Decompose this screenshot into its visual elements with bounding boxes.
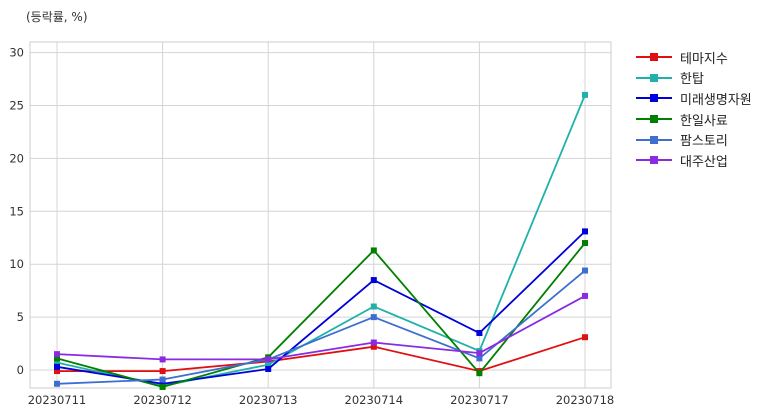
data-point	[54, 380, 60, 387]
legend-label: 한일사료	[680, 113, 728, 129]
y-tick-label: 20	[9, 151, 24, 165]
data-point	[582, 91, 588, 98]
y-tick-label: 0	[17, 363, 24, 377]
data-point	[370, 247, 377, 254]
data-point	[582, 334, 588, 341]
data-point	[582, 240, 588, 247]
data-point	[582, 228, 588, 235]
series-line-3	[56, 230, 586, 385]
data-point	[582, 267, 588, 274]
data-point	[54, 355, 60, 362]
series-line-2	[56, 94, 586, 387]
y-tick-label: 30	[9, 46, 24, 60]
y-tick-label: 25	[9, 98, 24, 112]
legend-label: 테마지수	[680, 51, 728, 67]
legend-item: 대주산업	[636, 150, 752, 171]
legend-label: 미래생명자원	[680, 92, 752, 108]
data-point	[370, 343, 377, 350]
legend-item: 미래생명자원	[636, 88, 752, 109]
x-tick-label: 20230714	[345, 393, 404, 407]
data-point	[159, 376, 166, 383]
data-point	[370, 314, 377, 321]
data-point	[265, 356, 272, 363]
plot-frame	[29, 41, 612, 389]
data-point	[476, 329, 483, 336]
series-line-6	[56, 295, 586, 361]
x-tick-label: 20230711	[28, 393, 87, 407]
data-point	[370, 339, 377, 346]
series-line-4	[56, 242, 586, 388]
unit-label: (등락률, %)	[26, 10, 88, 24]
legend-label: 대주산업	[680, 154, 728, 170]
x-tick-label: 20230712	[133, 393, 192, 407]
x-tick-label: 20230718	[556, 393, 615, 407]
x-tick-label: 20230717	[450, 393, 509, 407]
series-line-1	[57, 336, 586, 373]
y-tick-label: 5	[17, 310, 24, 324]
data-point	[370, 277, 377, 284]
x-tick-label: 20230713	[239, 393, 298, 407]
data-point	[54, 368, 60, 375]
data-point	[370, 303, 377, 310]
y-tick-label: 15	[9, 204, 24, 218]
data-point	[54, 351, 60, 358]
data-point	[159, 380, 166, 387]
legend-swatch	[636, 154, 672, 166]
data-point	[582, 292, 588, 299]
data-point	[476, 370, 483, 377]
legend-label: 팜스토리	[680, 134, 728, 150]
legend-swatch	[636, 134, 672, 146]
data-point	[54, 359, 60, 366]
legend-swatch	[636, 113, 672, 125]
data-point	[265, 365, 272, 372]
legend-item: 테마지수	[636, 47, 752, 68]
data-point	[159, 383, 166, 390]
legend-item: 팜스토리	[636, 129, 752, 150]
legend-item: 한일사료	[636, 109, 752, 130]
data-point	[159, 368, 166, 375]
data-point	[54, 363, 60, 370]
legend-swatch	[636, 51, 672, 63]
legend-swatch	[636, 72, 672, 84]
data-point	[265, 361, 272, 368]
data-point	[476, 350, 483, 357]
data-point	[159, 356, 166, 363]
legend-swatch	[636, 92, 672, 104]
y-tick-label: 10	[9, 257, 24, 271]
legend-item: 한탑	[636, 68, 752, 89]
data-point	[476, 355, 483, 362]
legend-label: 한탑	[680, 72, 704, 88]
